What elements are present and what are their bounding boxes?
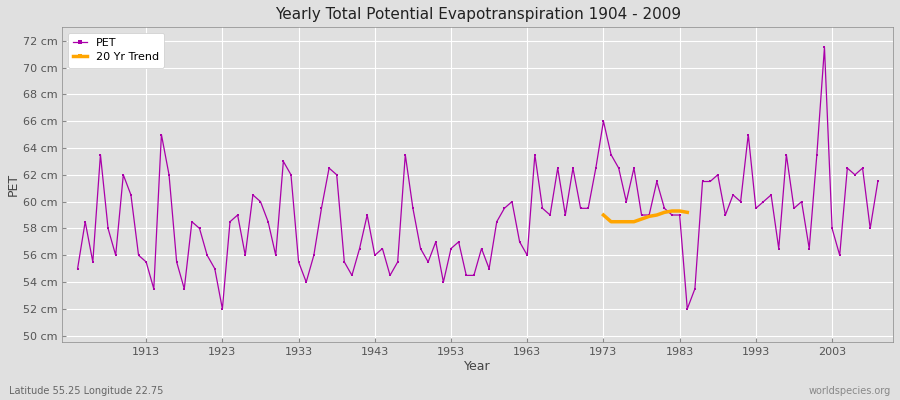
- PET: [773, 246, 784, 251]
- PET: [872, 179, 883, 184]
- Line: PET: PET: [76, 46, 879, 310]
- PET: [544, 213, 555, 218]
- PET: [598, 119, 608, 124]
- PET: [553, 166, 563, 170]
- 20 Yr Trend: [644, 214, 654, 219]
- 20 Yr Trend: [621, 219, 632, 224]
- Text: worldspecies.org: worldspecies.org: [809, 386, 891, 396]
- 20 Yr Trend: [598, 213, 608, 218]
- PET: [72, 266, 83, 271]
- 20 Yr Trend: [674, 208, 685, 213]
- Line: 20 Yr Trend: 20 Yr Trend: [602, 210, 688, 223]
- 20 Yr Trend: [613, 219, 624, 224]
- 20 Yr Trend: [659, 210, 670, 215]
- Legend: PET, 20 Yr Trend: PET, 20 Yr Trend: [68, 33, 165, 68]
- 20 Yr Trend: [606, 219, 616, 224]
- Title: Yearly Total Potential Evapotranspiration 1904 - 2009: Yearly Total Potential Evapotranspiratio…: [274, 7, 680, 22]
- PET: [217, 306, 228, 311]
- 20 Yr Trend: [682, 210, 693, 215]
- 20 Yr Trend: [628, 219, 639, 224]
- 20 Yr Trend: [667, 208, 678, 213]
- Text: Latitude 55.25 Longitude 22.75: Latitude 55.25 Longitude 22.75: [9, 386, 164, 396]
- 20 Yr Trend: [636, 217, 647, 222]
- PET: [95, 152, 106, 157]
- 20 Yr Trend: [652, 213, 662, 218]
- PET: [628, 166, 639, 170]
- PET: [819, 45, 830, 50]
- Y-axis label: PET: PET: [7, 173, 20, 196]
- X-axis label: Year: Year: [464, 360, 491, 373]
